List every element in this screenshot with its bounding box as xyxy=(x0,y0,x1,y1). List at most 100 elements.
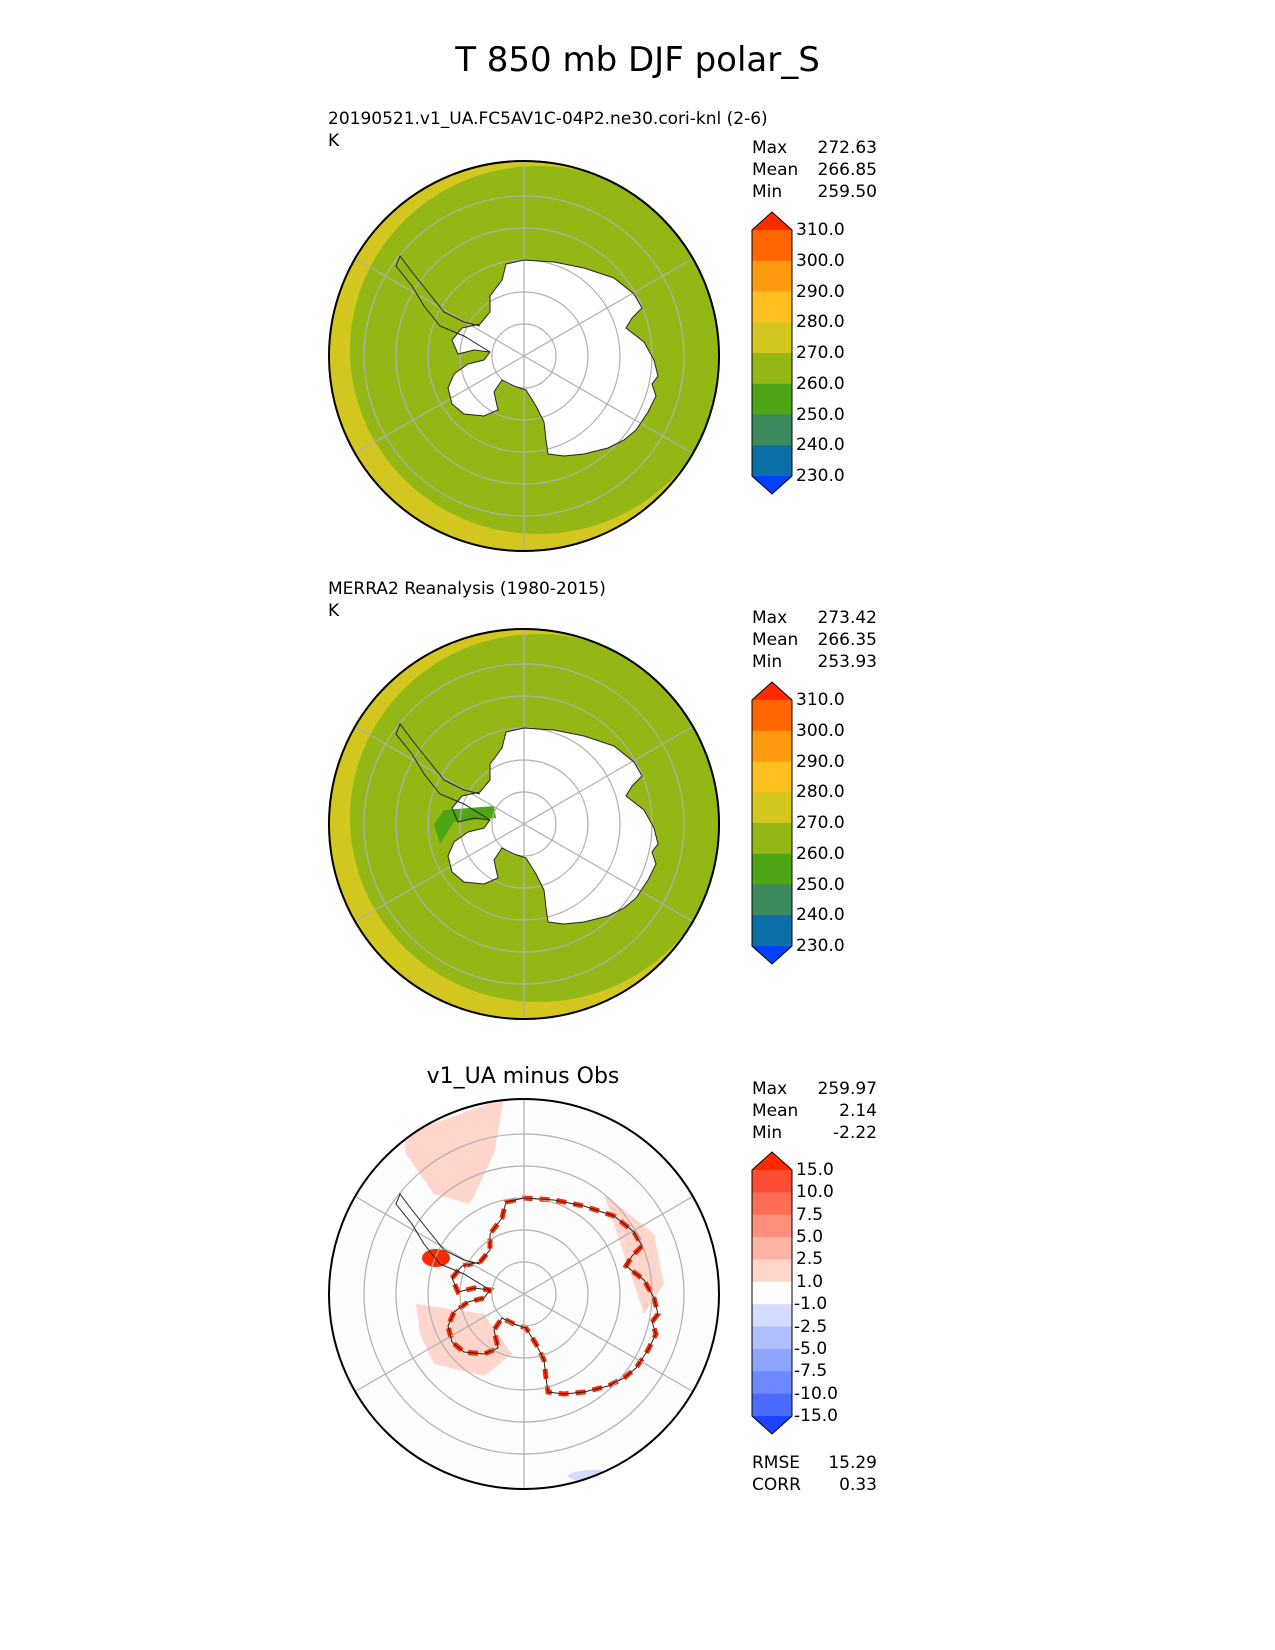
max-label: Max xyxy=(752,608,788,628)
meridian-line xyxy=(353,725,695,923)
colorbar-extend-top xyxy=(752,212,792,230)
min-value: -2.22 xyxy=(833,1123,877,1143)
map-field xyxy=(328,160,720,552)
corr-value: 0.33 xyxy=(839,1475,877,1495)
panel-2-stats: Max 273.42 Mean 266.35 Min 253.93 xyxy=(752,607,877,673)
colorbar-tick-label: 280.0 xyxy=(796,312,845,333)
colorbar-tick-label: 2.5 xyxy=(796,1249,824,1270)
colorbar-extend-top xyxy=(752,1152,792,1170)
rmse-value: 15.29 xyxy=(828,1453,877,1473)
colorbar-tick-label: 240.0 xyxy=(796,435,845,456)
meridian-line xyxy=(353,257,695,455)
panel-2-colorbar xyxy=(751,681,793,965)
colorbar-segment xyxy=(752,1348,792,1372)
colorbar-tick-label: 300.0 xyxy=(796,250,845,271)
colorbar-segment xyxy=(752,260,792,292)
colorbar-segment xyxy=(752,823,792,855)
colorbar-segment xyxy=(752,322,792,354)
max-value: 259.97 xyxy=(817,1079,877,1099)
panel-2-map xyxy=(328,628,720,1020)
coastline xyxy=(447,259,659,457)
colorbar-tick-label: 240.0 xyxy=(796,905,845,926)
colorbar-outline xyxy=(751,1151,793,1435)
colorbar-segment xyxy=(752,700,792,732)
colorbar-segment xyxy=(752,1393,792,1417)
colorbar-segment xyxy=(752,1192,792,1216)
graticule xyxy=(353,628,695,1020)
colorbar-tick-label: 310.0 xyxy=(796,220,845,240)
colorbar-outline xyxy=(751,211,793,495)
colorbar-tick-label: 15.0 xyxy=(796,1160,834,1180)
colorbar-tick-label: 270.0 xyxy=(796,813,845,833)
coastline xyxy=(447,1197,659,1395)
colorbar-segment xyxy=(752,445,792,477)
colorbar-segment xyxy=(752,414,792,446)
meridian-line xyxy=(353,1195,695,1393)
panel-3-metrics: RMSE 15.29 CORR 0.33 xyxy=(752,1452,877,1496)
panel-3-colorbar xyxy=(751,1151,793,1435)
colorbar-tick-label: 290.0 xyxy=(796,281,845,302)
colorbar-segment xyxy=(752,1170,792,1193)
colorbar-segment xyxy=(752,230,792,262)
colorbar-extend-bottom xyxy=(752,476,792,494)
figure-title: T 850 mb DJF polar_S xyxy=(455,40,820,80)
colorbar-tick-label: 7.5 xyxy=(796,1204,824,1225)
colorbar-extend-top xyxy=(752,682,792,700)
cold-patch xyxy=(434,806,496,844)
colorbar-tick-label: -7.5 xyxy=(794,1361,828,1382)
positive-anomaly-region xyxy=(404,1098,504,1204)
colorbar-segment xyxy=(752,730,792,762)
max-label: Max xyxy=(752,1079,788,1099)
colorbar-tick-label: -10.0 xyxy=(794,1383,838,1404)
colorbar-tick-label: 260.0 xyxy=(796,373,845,394)
min-value: 259.50 xyxy=(817,182,877,202)
colorbar-tick-label: 10.0 xyxy=(796,1182,834,1203)
colorbar-segment xyxy=(752,915,792,947)
mean-label: Mean xyxy=(752,1101,799,1121)
panel-3-stats: Max 259.97 Mean 2.14 Min -2.22 xyxy=(752,1078,877,1144)
min-label: Min xyxy=(752,652,783,672)
panel-1-map xyxy=(328,160,720,552)
colorbar-extend-bottom xyxy=(752,1416,792,1434)
colorbar-tick-label: -2.5 xyxy=(794,1316,828,1337)
colorbar-tick-label: 250.0 xyxy=(796,404,845,425)
min-label: Min xyxy=(752,1123,783,1143)
colorbar-extend-bottom xyxy=(752,946,792,964)
colorbar-segment xyxy=(752,1371,792,1395)
mean-value: 266.85 xyxy=(817,160,877,180)
colorbar-tick-label: 260.0 xyxy=(796,843,845,864)
mean-label: Mean xyxy=(752,630,799,650)
panel-1-units: K xyxy=(328,131,340,151)
panel-2-units: K xyxy=(328,601,340,621)
max-value: 272.63 xyxy=(817,138,877,158)
colorbar-segment xyxy=(752,1281,792,1305)
colorbar-segment xyxy=(752,792,792,824)
mean-value: 266.35 xyxy=(817,630,877,650)
colorbar-tick-label: 230.0 xyxy=(796,466,845,486)
graticule xyxy=(353,160,695,552)
panel-2-case-name: MERRA2 Reanalysis (1980-2015) xyxy=(328,579,606,599)
peninsula-coastline xyxy=(395,722,491,821)
rmse-label: RMSE xyxy=(752,1453,801,1473)
colorbar-tick-label: -5.0 xyxy=(794,1338,828,1359)
max-value: 273.42 xyxy=(817,608,877,628)
colorbar-tick-label: -1.0 xyxy=(794,1294,828,1315)
colorbar-segment xyxy=(752,761,792,793)
min-value: 253.93 xyxy=(817,652,877,672)
graticule xyxy=(353,1098,695,1490)
max-label: Max xyxy=(752,138,788,158)
colorbar-segment xyxy=(752,1326,792,1350)
colorbar-tick-label: 280.0 xyxy=(796,782,845,803)
coastline xyxy=(447,727,659,925)
panel-1-case-name: 20190521.v1_UA.FC5AV1C-04P2.ne30.cori-kn… xyxy=(328,109,768,129)
mean-value: 2.14 xyxy=(839,1101,877,1121)
panel-3-title: v1_UA minus Obs xyxy=(426,1064,620,1089)
colorbar-segment xyxy=(752,884,792,916)
colorbar-segment xyxy=(752,1259,792,1283)
colorbar-tick-label: 250.0 xyxy=(796,874,845,895)
peninsula-anomaly xyxy=(422,1249,450,1267)
peninsula-coastline xyxy=(395,254,491,353)
map-boundary xyxy=(328,628,720,1020)
colorbar-tick-label: -15.0 xyxy=(794,1406,838,1426)
colorbar-tick-label: 5.0 xyxy=(796,1227,824,1248)
